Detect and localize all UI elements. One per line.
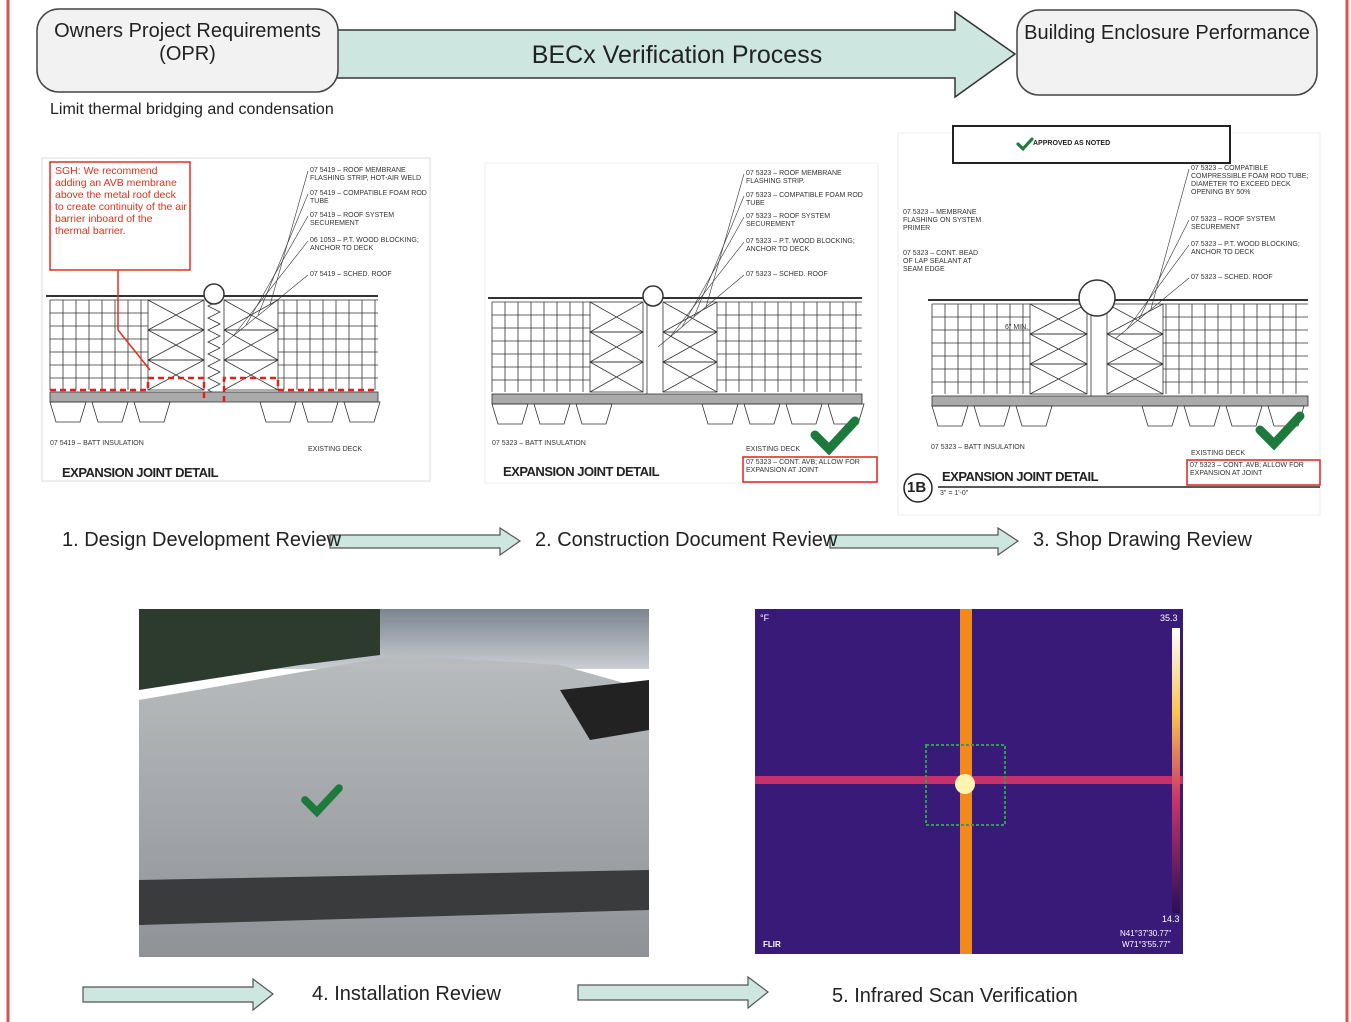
callout-note: 07 5419 – ROOF MEMBRANE FLASHING STRIP, …: [310, 167, 435, 183]
callout-note: 07 5323 – ROOF SYSTEM SECUREMENT: [1191, 216, 1316, 232]
ir-unit: °F: [760, 613, 769, 623]
highlight-note: 07 5323 – CONT. AVB; ALLOW FOR EXPANSION…: [1190, 462, 1317, 478]
opr-label: Owners Project Requirements (OPR): [37, 20, 338, 66]
highlight-note: 07 5323 – CONT. AVB; ALLOW FOR EXPANSION…: [746, 459, 874, 475]
step-label: 5. Infrared Scan Verification: [832, 985, 1078, 1008]
callout-note: EXISTING DECK: [308, 446, 362, 454]
dimension: 6" MIN.: [1005, 324, 1028, 332]
callout-note: 07 5323 – SCHED. ROOF: [1191, 274, 1316, 282]
ir-lat: N41°37'30.77": [1120, 929, 1171, 938]
callout-note: 07 5323 – COMPATIBLE FOAM ROD TUBE: [746, 192, 871, 208]
callout-note: 07 5323 – ROOF SYSTEM SECUREMENT: [746, 213, 871, 229]
ir-lon: W71°3'55.77": [1122, 940, 1170, 949]
step-label: 2. Construction Document Review: [535, 529, 837, 552]
foam-rod: [1079, 280, 1115, 316]
goal: Limit thermal bridging and condensation: [50, 101, 334, 119]
detail-title: EXPANSION JOINT DETAIL: [62, 466, 218, 481]
callout-note: 07 5323 – MEMBRANE FLASHING ON SYSTEM PR…: [903, 209, 988, 233]
artwork: [0, 0, 1351, 1022]
callout-note: 07 5323 – CONT. BEAD OF LAP SEALANT AT S…: [903, 250, 988, 274]
foam-rod: [643, 286, 663, 306]
ir-max: 35.3: [1160, 613, 1178, 623]
callout-note: 07 5419 – SCHED. ROOF: [310, 271, 435, 279]
callout-note: 06 1053 – P.T. WOOD BLOCKING; ANCHOR TO …: [310, 237, 435, 253]
deck: [932, 396, 1308, 406]
callout-note: 07 5419 – COMPATIBLE FOAM ROD TUBE: [310, 190, 435, 206]
step-label: 4. Installation Review: [312, 983, 501, 1006]
detail-title: EXPANSION JOINT DETAIL: [942, 470, 1098, 485]
stamp-text: APPROVED AS NOTED: [1033, 140, 1110, 148]
callout-note: 07 5323 – P.T. WOOD BLOCKING; ANCHOR TO …: [1191, 241, 1316, 257]
deck: [50, 392, 378, 402]
callout-note: 07 5323 – ROOF MEMBRANE FLASHING STRIP.: [746, 170, 871, 186]
ir-brand: FLIR: [763, 940, 781, 949]
deck: [492, 394, 862, 404]
callout-note: 07 5323 – SCHED. ROOF: [746, 271, 871, 279]
callout-note: 07 5323 – P.T. WOOD BLOCKING; ANCHOR TO …: [746, 238, 871, 254]
ir-min: 14.3: [1162, 914, 1180, 924]
step-label: 3. Shop Drawing Review: [1033, 529, 1252, 552]
callout-note: 07 5419 – ROOF SYSTEM SECUREMENT: [310, 212, 435, 228]
callout-note: 07 5323 – COMPATIBLE COMPRESSIBLE FOAM R…: [1191, 165, 1316, 197]
ir-hotspot: [955, 774, 975, 794]
foam-rod: [204, 284, 224, 304]
callout-note: 07 5323 – BATT INSULATION: [931, 444, 1025, 452]
callout-note: 07 5323 – BATT INSULATION: [492, 440, 586, 448]
scale: 3" = 1'-0": [940, 490, 968, 498]
reviewer-comment: SGH: We recommend adding an AVB membrane…: [55, 165, 187, 237]
detail-title: EXPANSION JOINT DETAIL: [503, 465, 659, 480]
callout-note: 07 5419 – BATT INSULATION: [50, 440, 144, 448]
callout-note: EXISTING DECK: [746, 446, 800, 454]
page: Owners Project Requirements (OPR) BECx V…: [0, 0, 1351, 1022]
detail-tag-text: 1B: [907, 479, 926, 496]
performance-label: Building Enclosure Performance: [1017, 22, 1317, 45]
ir-scale: [1172, 628, 1180, 913]
step-label: 1. Design Development Review: [62, 529, 341, 552]
callout-note: EXISTING DECK: [1191, 450, 1245, 458]
process-label: BECx Verification Process: [420, 41, 934, 70]
